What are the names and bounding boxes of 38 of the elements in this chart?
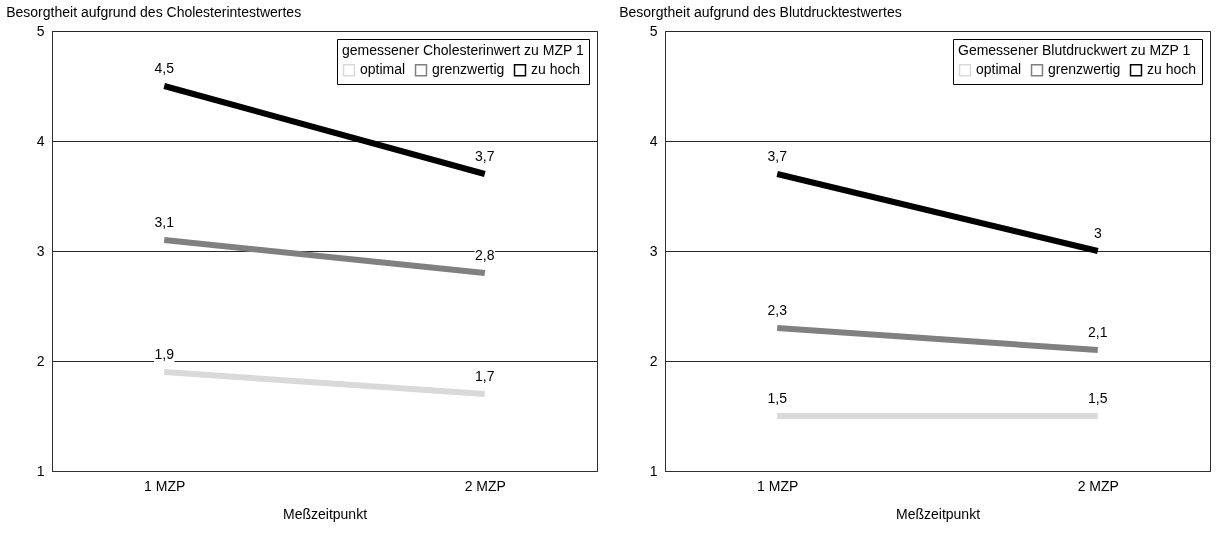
data-label: 3,1: [154, 214, 175, 230]
legend-label: zu hoch: [1147, 61, 1197, 78]
y-tick-label: 2: [649, 352, 658, 369]
legend-label: zu hoch: [531, 61, 581, 78]
data-label: 2,1: [1088, 324, 1108, 340]
data-label: 1,5: [767, 390, 788, 406]
legend-label: grenzwertig: [432, 61, 505, 78]
data-label: 3: [1093, 225, 1102, 241]
data-label: 1,9: [154, 346, 175, 362]
y-tick-label: 5: [649, 22, 658, 39]
y-tick-label: 4: [649, 132, 658, 149]
legend-title: Gemessener Blutdruckwert zu MZP 1: [958, 42, 1191, 58]
x-tick-label: 1 MZP: [757, 477, 799, 494]
data-label: 1,7: [475, 368, 495, 384]
x-axis-title: Meßzeitpunkt: [895, 505, 981, 522]
data-label: 3,7: [475, 148, 495, 164]
x-tick-label: 2 MZP: [464, 477, 506, 494]
legend-label: optimal: [976, 61, 1022, 78]
y-tick-label: 1: [649, 462, 658, 479]
data-label: 1,5: [1088, 390, 1108, 406]
legend-title: gemessener Cholesterinwert zu MZP 1: [342, 42, 584, 58]
legend-label: optimal: [360, 61, 406, 78]
x-tick-label: 2 MZP: [1077, 477, 1119, 494]
legend-label: grenzwertig: [1048, 61, 1121, 78]
x-tick-label: 1 MZP: [144, 477, 186, 494]
y-tick-label: 4: [36, 132, 45, 149]
y-tick-label: 3: [649, 242, 658, 259]
chart-title: Besorgtheit aufgrund des Cholesterintestwertes: [6, 4, 302, 20]
data-label: 2,8: [475, 247, 495, 263]
data-label: 3,7: [767, 148, 788, 164]
data-label: 4,5: [154, 60, 175, 76]
y-tick-label: 3: [36, 242, 45, 259]
y-tick-label: 2: [36, 352, 45, 369]
chart-title: Besorgtheit aufgrund des Blutdrucktestwertes: [619, 4, 902, 20]
y-tick-label: 1: [36, 462, 45, 479]
data-label: 2,3: [767, 302, 788, 318]
x-axis-title: Meßzeitpunkt: [282, 505, 368, 522]
y-tick-label: 5: [36, 22, 45, 39]
